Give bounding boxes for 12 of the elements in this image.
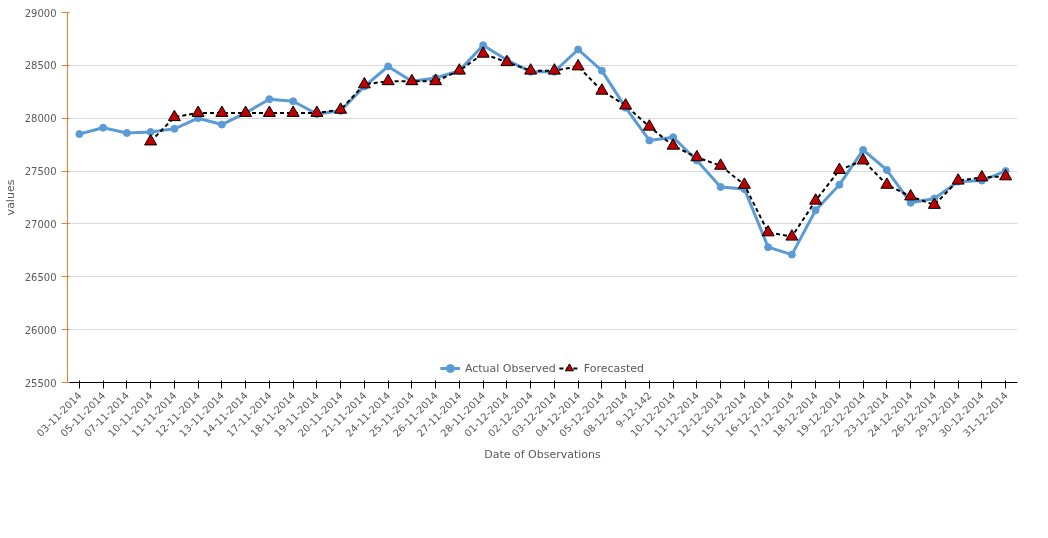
legend-label: Actual Observed bbox=[464, 361, 556, 375]
y-tick-label: 26000 bbox=[24, 324, 57, 336]
y-axis-title: values bbox=[3, 179, 17, 216]
y-tick-label: 26500 bbox=[24, 271, 57, 283]
y-tick-label: 25500 bbox=[24, 377, 57, 389]
legend-label: Forecasted bbox=[583, 361, 645, 375]
y-tick-label: 27000 bbox=[24, 218, 57, 230]
y-tick-label: 28000 bbox=[24, 113, 57, 125]
y-tick-label: 28500 bbox=[24, 60, 57, 72]
y-tick-label: 29000 bbox=[24, 7, 57, 19]
y-tick-label: 27500 bbox=[24, 166, 57, 178]
x-axis-title: Date of Observations bbox=[484, 448, 602, 462]
